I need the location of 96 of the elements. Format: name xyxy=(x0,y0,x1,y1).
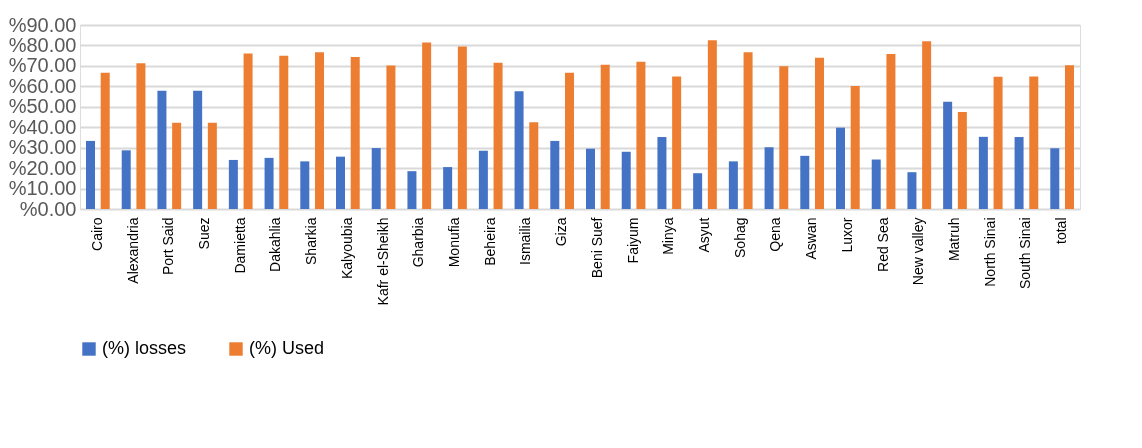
x-tick-label: Sharkia xyxy=(303,217,320,265)
bar xyxy=(978,136,988,209)
bar xyxy=(957,111,967,209)
bar xyxy=(457,46,467,209)
y-tick-label: %10.00 xyxy=(8,177,77,200)
bar xyxy=(743,52,753,209)
bar xyxy=(672,76,682,209)
x-tick-label: Dakahlia xyxy=(267,217,284,272)
bar xyxy=(86,140,95,209)
x-tick-label: Aswan xyxy=(803,217,820,260)
bar xyxy=(371,148,381,209)
bar xyxy=(586,148,595,209)
y-tick-label: %80.00 xyxy=(8,33,77,56)
x-tick-label: Cairo xyxy=(88,217,105,251)
x-tick-label: Sohag xyxy=(731,217,748,258)
bar xyxy=(922,41,932,209)
bar xyxy=(621,151,631,209)
x-tick-label: South Sinai xyxy=(1017,217,1034,290)
bar xyxy=(565,72,574,209)
x-tick-label: Faiyum xyxy=(624,217,641,264)
x-tick-label: Port Said xyxy=(160,217,177,276)
bar xyxy=(243,53,253,209)
x-tick-label: Damietta xyxy=(231,217,248,274)
bar xyxy=(407,171,417,209)
bar xyxy=(529,122,539,209)
x-tick-label: Alexandria xyxy=(124,217,141,284)
bar xyxy=(728,161,738,209)
bar xyxy=(800,155,810,209)
y-tick-label: %50.00 xyxy=(8,95,77,118)
bar xyxy=(907,172,917,209)
y-tick-label: %60.00 xyxy=(8,74,77,97)
x-tick-label: Asyut xyxy=(696,217,712,253)
y-tick-label: %40.00 xyxy=(8,115,77,138)
x-tick-label: total xyxy=(1053,217,1070,244)
x-tick-label: Giza xyxy=(553,217,570,247)
legend-label: (%) Used xyxy=(249,338,325,358)
bar xyxy=(871,159,881,209)
legend-label: (%) losses xyxy=(102,338,187,358)
x-tick-label: North Sinai xyxy=(981,217,998,287)
x-tick-label: Beheira xyxy=(481,217,498,266)
bar xyxy=(193,90,203,209)
x-tick-label: New valley xyxy=(910,217,927,286)
bar xyxy=(443,167,453,209)
y-tick-label: %30.00 xyxy=(8,136,77,159)
bar xyxy=(815,57,824,209)
x-tick-label: Kafr el-Sheikh xyxy=(374,217,391,306)
bar xyxy=(707,40,717,209)
bar xyxy=(493,62,503,209)
x-tick-label: Beni Suef xyxy=(588,217,605,279)
bar xyxy=(422,42,432,209)
bar xyxy=(207,122,217,209)
y-tick-label: %20.00 xyxy=(8,156,77,179)
bar xyxy=(943,101,953,209)
x-tick-label: Luxor xyxy=(838,217,855,253)
bar xyxy=(1065,65,1074,209)
y-tick-label: %70.00 xyxy=(8,54,77,77)
bar xyxy=(514,91,524,209)
x-tick-label: Qena xyxy=(767,217,784,252)
bar xyxy=(779,66,789,209)
bar xyxy=(636,61,646,209)
x-tick-label: Ismailia xyxy=(517,217,534,265)
bar xyxy=(386,65,396,209)
bar xyxy=(993,76,1003,209)
bar xyxy=(1029,76,1039,209)
bar xyxy=(228,159,238,209)
x-tick-label: Suez xyxy=(196,217,212,250)
x-tick-label: Kalyoubia xyxy=(338,217,355,279)
bar xyxy=(1050,148,1060,209)
bar xyxy=(157,90,167,209)
x-tick-label: Monufia xyxy=(446,217,462,268)
bar xyxy=(1014,137,1024,209)
bar xyxy=(350,56,360,209)
bar xyxy=(850,85,860,209)
bar xyxy=(693,173,703,209)
bar xyxy=(478,150,488,209)
x-tick-label: Red Sea xyxy=(874,217,891,272)
bar xyxy=(886,54,896,209)
bar xyxy=(136,63,146,209)
bar xyxy=(264,157,274,209)
y-tick-label: %0.00 xyxy=(19,197,77,220)
x-tick-label: Minya xyxy=(660,217,677,255)
bar xyxy=(836,127,845,209)
bar xyxy=(764,147,774,209)
bar xyxy=(600,64,610,209)
y-tick-label: %90.00 xyxy=(8,13,77,36)
bar xyxy=(121,150,131,209)
bar xyxy=(550,140,560,209)
x-tick-label: Matruh xyxy=(946,217,962,262)
x-tick-label: Gharbia xyxy=(410,217,427,268)
bar xyxy=(336,156,345,209)
bar xyxy=(279,55,289,209)
bar xyxy=(657,137,667,209)
bar xyxy=(300,161,310,209)
bar xyxy=(100,72,110,209)
bar xyxy=(172,122,182,209)
bar xyxy=(315,52,324,209)
